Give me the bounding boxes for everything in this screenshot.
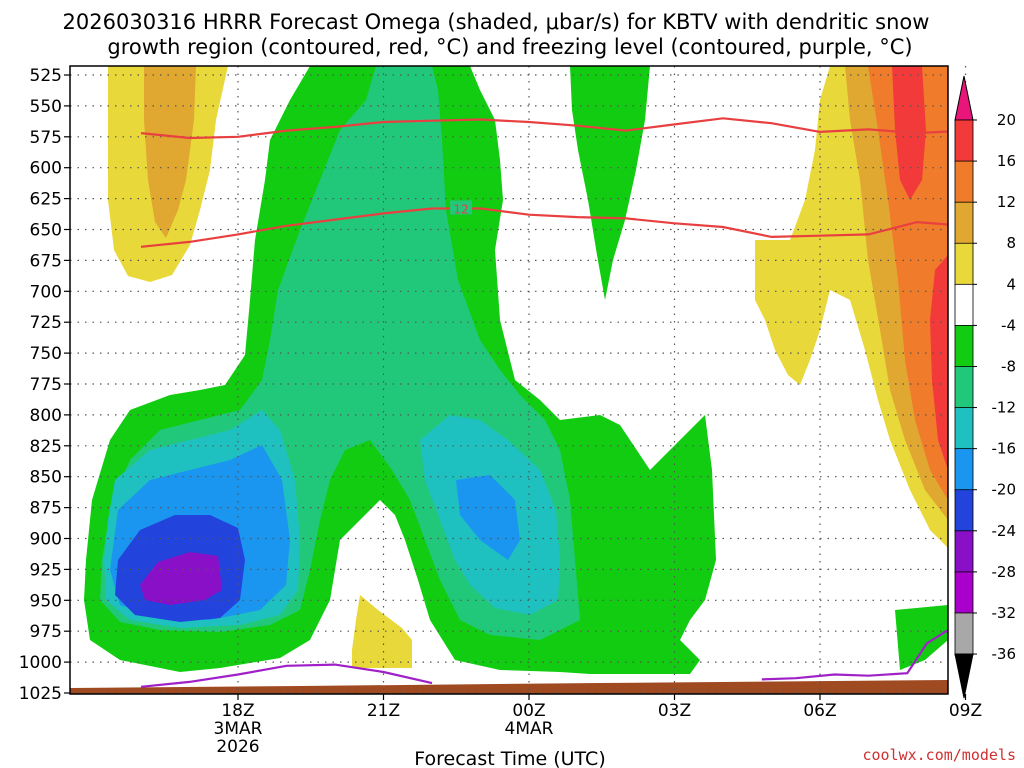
colorbar-tick-label: -24 — [992, 522, 1017, 540]
colorbar-tick-label: -28 — [992, 563, 1017, 581]
omega-area-negative-16-right — [456, 475, 520, 560]
dgz-contour-label: 12 — [453, 202, 468, 216]
omega-shading — [70, 66, 948, 694]
x-tick-label: 06Z — [803, 701, 836, 721]
y-tick-label: 1000 — [19, 653, 62, 673]
y-tick-label: 725 — [30, 313, 62, 333]
colorbar-tick-label: 12 — [997, 193, 1016, 211]
colorbar-segment — [954, 119, 974, 163]
colorbar-segment — [954, 160, 974, 204]
colorbar-segment — [954, 242, 974, 286]
colorbar-tick-label: 16 — [997, 152, 1016, 170]
contour-lines — [140, 117, 948, 688]
y-tick-label: 1025 — [19, 684, 62, 704]
omega-area-positive-12-right — [868, 66, 948, 500]
colorbar-segment — [954, 571, 974, 615]
omega-area-positive-8-left — [144, 66, 196, 238]
dgz-contour-line — [140, 207, 948, 248]
y-tick-label: 900 — [30, 530, 62, 550]
colorbar-segment — [954, 530, 974, 574]
colorbar-tick-label: 4 — [1006, 275, 1016, 293]
colorbar-top-arrow — [954, 75, 974, 121]
x-axis-label: Forecast Time (UTC) — [414, 748, 605, 768]
y-tick-label: 675 — [30, 251, 62, 271]
colorbar-tick-label: -12 — [992, 399, 1017, 417]
y-tick-label: 975 — [30, 622, 62, 642]
y-tick-label: 550 — [30, 97, 62, 117]
plot-frame — [69, 65, 949, 695]
y-tick-label: 650 — [30, 221, 62, 241]
colorbar-segment — [954, 201, 974, 245]
x-tick-label: 18Z — [221, 701, 254, 721]
colorbar-segment — [954, 489, 974, 533]
colorbar-tick-label: -36 — [992, 645, 1017, 663]
y-tick-label: 800 — [30, 406, 62, 426]
omega-area-negative-4-right — [570, 66, 650, 300]
y-tick-label: 825 — [30, 437, 62, 457]
colorbar-segment — [954, 324, 974, 368]
colorbar-tick-label: -8 — [1001, 357, 1016, 375]
y-tick-label: 600 — [30, 159, 62, 179]
colorbar-tick-label: 8 — [1006, 234, 1016, 252]
x-tick-label: 09Z — [949, 701, 982, 721]
y-tick-label: 875 — [30, 499, 62, 519]
x-tick-label: 2026 — [216, 737, 259, 757]
colorbar-segment — [954, 283, 974, 327]
y-tick-label: 750 — [30, 344, 62, 364]
y-tick-label: 775 — [30, 375, 62, 395]
colorbar-segment — [954, 612, 974, 656]
y-tick-label: 925 — [30, 560, 62, 580]
freezing-level-contour-line — [140, 663, 433, 688]
freezing-level-contour-line — [761, 630, 948, 681]
chart-title-line1: 2026030316 HRRR Forecast Omega (shaded, … — [63, 10, 930, 34]
y-tick-label: 575 — [30, 128, 62, 148]
omega-area-positive-16-right-lower — [930, 255, 948, 470]
colorbar-bottom-arrow — [954, 653, 974, 699]
contour-label-background — [450, 200, 473, 215]
y-tick-label: 700 — [30, 282, 62, 302]
y-tick-label: 950 — [30, 591, 62, 611]
colorbar-tick-label: -4 — [1001, 316, 1016, 334]
chart-title-line2: growth region (contoured, red, °C) and f… — [107, 35, 912, 59]
y-tick-label: 850 — [30, 468, 62, 488]
y-tick-label: 525 — [30, 66, 62, 86]
contour-labels: 12 — [450, 200, 473, 216]
credit-text: coolwx.com/models — [862, 746, 1016, 764]
omega-area-negative-24 — [140, 552, 222, 605]
x-tick-label: 00Z — [512, 701, 545, 721]
y-axis: 525 550 575 600 625 650 675 700 725 750 775 800 825 8… — [19, 66, 70, 704]
colorbar-segment — [954, 366, 974, 409]
ground-terrain — [70, 680, 948, 694]
omega-area-positive-4-small — [352, 595, 412, 668]
dgz-contour-line — [140, 117, 948, 140]
colorbar-tick-label: -16 — [992, 440, 1017, 458]
x-tick-label: 03Z — [658, 701, 691, 721]
colorbar-segment — [954, 448, 974, 492]
y-tick-label: 625 — [30, 190, 62, 210]
omega-area-negative-4-lower-right — [895, 605, 948, 670]
x-tick-label: 21Z — [367, 701, 400, 721]
x-tick-label: 3MAR — [214, 719, 263, 739]
colorbar-tick-label: -32 — [992, 604, 1017, 622]
colorbar: 20 16 12 8 4 -4 -8 -12 -16 -20 -24 -28 -32 -36 — [954, 75, 1017, 699]
colorbar-tick-label: -20 — [992, 481, 1017, 499]
colorbar-tick-label: 20 — [997, 111, 1016, 129]
x-tick-label: 4MAR — [505, 719, 554, 739]
colorbar-segment — [954, 407, 974, 450]
